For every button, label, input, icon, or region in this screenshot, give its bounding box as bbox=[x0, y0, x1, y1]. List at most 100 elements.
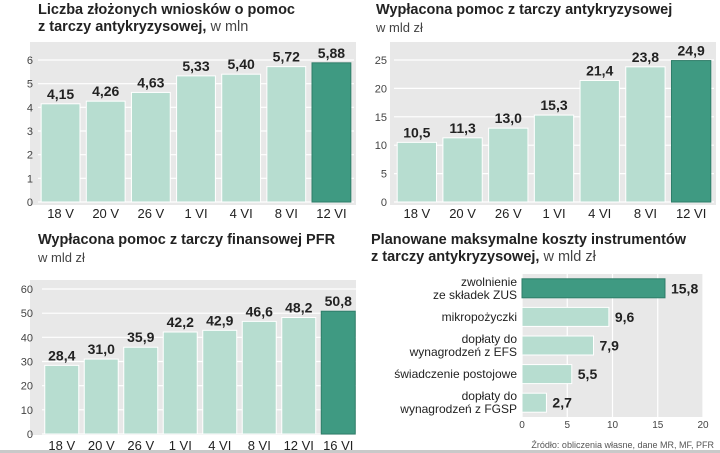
chart2-unit: w mld zł bbox=[376, 20, 423, 35]
chart4-unit: w mld zł bbox=[539, 249, 596, 265]
x-tick-label: 15 bbox=[652, 420, 664, 431]
chart1-svg: 0 1 2 3 4 5 6 4,15 18 V 4,26 20 V 4,63 26 V 5,33 1 VI 5… bbox=[27, 42, 356, 221]
bar-value-label: 5,72 bbox=[273, 49, 300, 65]
category-label: dopłaty do bbox=[462, 332, 518, 346]
y-tick-label: 10 bbox=[21, 405, 33, 417]
x-tick-label: 20 V bbox=[92, 206, 119, 221]
x-tick-label: 18 V bbox=[47, 206, 74, 221]
bar bbox=[221, 73, 262, 203]
y-tick-label: 0 bbox=[381, 197, 387, 209]
x-tick-label: 26 V bbox=[495, 206, 522, 221]
chart4-title: Planowane maksymalne koszty instrumentów… bbox=[371, 232, 686, 266]
bar bbox=[202, 329, 238, 435]
bar-value-label: 4,26 bbox=[92, 83, 119, 99]
x-tick-label: 12 VI bbox=[316, 206, 346, 221]
bar-value-label: 11,3 bbox=[449, 120, 476, 136]
y-tick-label: 20 bbox=[375, 83, 387, 95]
chart2-svg: 0 5 10 15 20 25 10,5 18 V 11,3 20 V 13,0 26 V 15,3 1 … bbox=[375, 42, 716, 221]
x-tick-label: 5 bbox=[564, 420, 570, 431]
bar bbox=[266, 66, 307, 203]
bar bbox=[281, 317, 317, 435]
bar-value-label: 7,9 bbox=[599, 338, 619, 354]
bar bbox=[521, 278, 666, 299]
chart1-title-line1: Liczba złożonych wniosków o pomoc bbox=[38, 2, 295, 18]
x-tick-label: 8 VI bbox=[275, 206, 298, 221]
x-tick-label: 18 V bbox=[403, 206, 430, 221]
chart3-title: Wypłacona pomoc z tarczy finansowej PFR bbox=[38, 232, 336, 248]
x-tick-label: 4 VI bbox=[588, 206, 611, 221]
y-tick-label: 60 bbox=[21, 284, 33, 296]
bar bbox=[488, 127, 529, 203]
y-tick-label: 4 bbox=[27, 102, 33, 114]
bar-value-label: 15,8 bbox=[671, 280, 698, 296]
y-tick-label: 30 bbox=[21, 357, 33, 369]
bar bbox=[241, 320, 277, 435]
bar bbox=[123, 346, 159, 435]
chart3-svg: 0 10 20 30 40 50 60 28,4 18 V 31,0 20 V 35,9 26 V 42,… bbox=[21, 280, 358, 453]
x-tick-label: 4 VI bbox=[230, 206, 253, 221]
chart4-title-line1: Planowane maksymalne koszty instrumentów bbox=[371, 232, 687, 248]
x-tick-label: 4 VI bbox=[208, 438, 231, 453]
bar bbox=[130, 91, 171, 203]
bar-value-label: 50,8 bbox=[325, 293, 352, 309]
y-tick-label: 2 bbox=[27, 150, 33, 162]
bar-value-label: 5,33 bbox=[182, 58, 209, 74]
bar bbox=[521, 335, 594, 356]
bar-value-label: 46,6 bbox=[246, 303, 273, 319]
x-tick-label: 12 VI bbox=[676, 206, 706, 221]
y-tick-label: 20 bbox=[21, 381, 33, 393]
bar-value-label: 5,5 bbox=[578, 366, 598, 382]
bar-value-label: 28,4 bbox=[48, 347, 75, 363]
x-tick-label: 20 bbox=[697, 420, 709, 431]
x-tick-label: 8 VI bbox=[634, 206, 657, 221]
category-label: wynagrodzeń z FGSP bbox=[399, 402, 517, 416]
chart4-title-line2: z tarczy antykryzysowej, w mld zł bbox=[371, 249, 596, 265]
bar-value-label: 31,0 bbox=[88, 341, 115, 357]
chart3-unit: w mld zł bbox=[38, 250, 85, 265]
bar-value-label: 35,9 bbox=[127, 329, 154, 345]
x-tick-label: 1 VI bbox=[169, 438, 192, 453]
category-label: zwolnienie bbox=[461, 275, 517, 289]
y-tick-label: 40 bbox=[21, 332, 33, 344]
y-tick-label: 6 bbox=[27, 55, 33, 67]
bar-value-label: 13,0 bbox=[495, 110, 522, 126]
bottom-rule bbox=[0, 450, 720, 453]
bar bbox=[533, 114, 575, 203]
bar-value-label: 42,9 bbox=[206, 312, 233, 328]
chart1-title-line2: z tarczy antykryzysowej, w mln bbox=[38, 19, 249, 35]
x-tick-label: 0 bbox=[519, 420, 525, 431]
bar bbox=[442, 137, 483, 203]
y-tick-label: 5 bbox=[381, 169, 387, 181]
bar-value-label: 23,8 bbox=[632, 49, 659, 65]
y-tick-label: 0 bbox=[27, 429, 33, 441]
bar-value-label: 42,2 bbox=[167, 314, 194, 330]
bar-value-label: 5,40 bbox=[228, 56, 255, 72]
category-label: świadczenie postojowe bbox=[394, 367, 517, 381]
y-tick-label: 1 bbox=[27, 173, 33, 185]
bar bbox=[44, 364, 80, 435]
bar-value-label: 48,2 bbox=[285, 300, 312, 316]
bar bbox=[83, 358, 119, 435]
bar bbox=[579, 79, 620, 203]
bar bbox=[670, 60, 712, 203]
bar-value-label: 15,3 bbox=[540, 97, 567, 113]
chart2-title: Wypłacona pomoc z tarczy antykryzysowej bbox=[376, 2, 673, 18]
bar-value-label: 2,7 bbox=[552, 395, 572, 411]
category-label: wynagrodzeń z EFS bbox=[409, 345, 517, 359]
y-tick-label: 0 bbox=[27, 197, 33, 209]
y-tick-label: 50 bbox=[21, 308, 33, 320]
category-label: dopłaty do bbox=[462, 389, 518, 403]
bar-value-label: 5,88 bbox=[318, 45, 345, 61]
chart1-title: Liczba złożonych wniosków o pomoc z tarc… bbox=[38, 2, 295, 36]
chart1-unit: w mln bbox=[206, 19, 249, 35]
bar bbox=[396, 141, 438, 203]
x-tick-label: 18 V bbox=[48, 438, 75, 453]
x-tick-label: 12 VI bbox=[284, 438, 314, 453]
bar bbox=[521, 392, 547, 413]
bar bbox=[40, 103, 81, 203]
bar bbox=[625, 66, 666, 203]
x-tick-label: 26 V bbox=[127, 438, 154, 453]
x-tick-label: 16 VI bbox=[323, 438, 353, 453]
bar bbox=[311, 62, 352, 203]
